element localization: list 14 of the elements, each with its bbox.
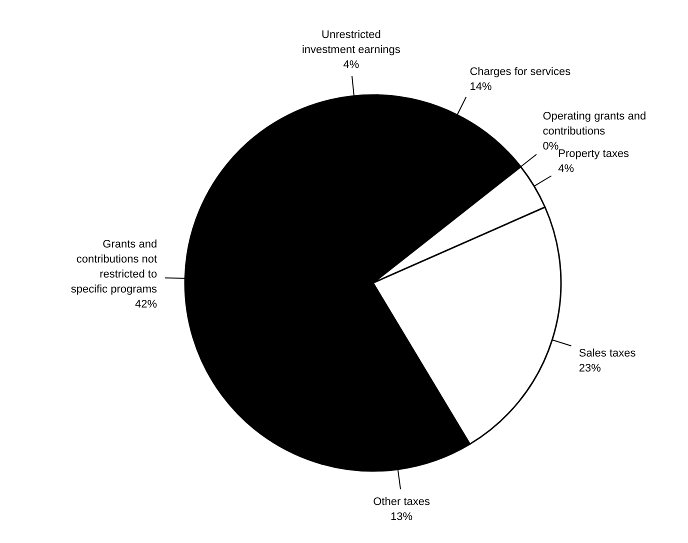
slice-label: Grants and contributions not restricted to specific programs (70, 238, 158, 296)
slice-label: Other taxes (373, 496, 430, 508)
slice-label: Sales taxes (578, 347, 636, 360)
data-label: 42% (135, 298, 158, 311)
data-label: 14% (470, 80, 492, 93)
data-label: 4% (343, 59, 360, 72)
category-label: Operating grants and contributions (542, 110, 646, 138)
legend-label: Property taxes (558, 148, 630, 160)
data-label: 23% (578, 362, 602, 374)
slice-label: Charges for services (470, 66, 572, 78)
data-label: 13% (390, 511, 413, 524)
text: 0% (542, 140, 559, 152)
slice-label: Unrestricted investment earnings (302, 29, 401, 56)
data-label: 4% (558, 162, 574, 175)
